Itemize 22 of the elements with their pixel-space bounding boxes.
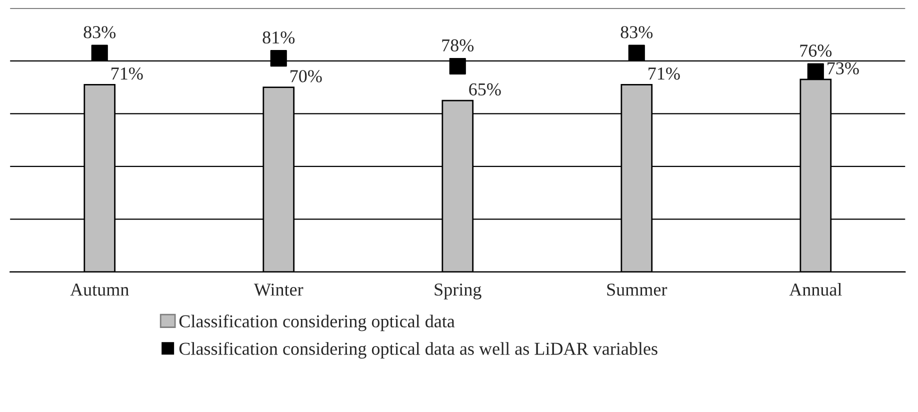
legend-label: Classification considering optical data [179,314,455,332]
x-tick-label: Summer [607,284,668,296]
data-label: 70% [290,70,322,82]
data-label: 71% [112,67,143,80]
data-label: 76% [800,44,832,57]
point [628,44,645,62]
legend-label: Classification considering optical data as well as LiDAR variables [179,342,658,359]
x-tick-label: Winter [254,284,304,296]
data-label: 83% [620,26,653,38]
data-label: 73% [828,62,859,74]
data-label: 83% [84,26,116,38]
x-tick-label: Autumn [70,284,129,296]
point [449,58,466,75]
data-label: 71% [648,67,680,80]
x-tick-label: Annual [789,283,842,296]
point [807,63,824,80]
point [270,50,287,67]
data-label: 81% [262,31,295,44]
x-tick-label: Spring [434,284,482,300]
data-label: 78% [442,39,474,52]
data-label: 65% [469,83,501,96]
point [91,44,108,62]
